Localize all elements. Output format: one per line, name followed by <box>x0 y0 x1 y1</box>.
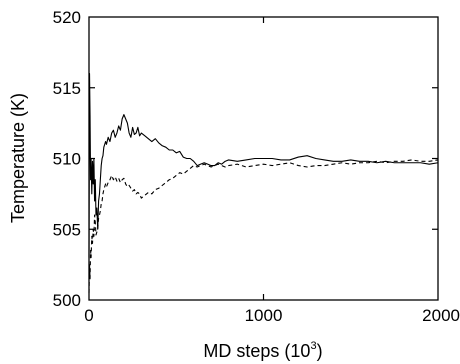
x-axis-title-superscript: 3 <box>310 340 316 352</box>
series-layer <box>88 73 439 293</box>
x-axis-title: MD steps (103) <box>203 340 322 361</box>
y-tick-label: 505 <box>53 220 81 239</box>
series-solid-line <box>88 73 439 258</box>
series-dashed-line <box>88 159 439 293</box>
x-tick-label: 0 <box>84 306 93 325</box>
x-tick-label: 2000 <box>422 306 460 325</box>
y-tick-label: 520 <box>53 8 81 27</box>
y-axis-title: Temperature (K) <box>8 93 28 223</box>
y-tick-label: 500 <box>53 291 81 310</box>
x-tick-label: 1000 <box>245 306 283 325</box>
x-axis-ticks: 0 1000 2000 <box>84 17 460 325</box>
y-tick-label: 510 <box>53 150 81 169</box>
y-tick-label: 515 <box>53 79 81 98</box>
x-axis-title-close: ) <box>317 341 323 361</box>
x-axis-title-main: MD steps (10 <box>203 341 310 361</box>
y-axis-ticks: 500 505 510 515 520 <box>53 8 438 310</box>
